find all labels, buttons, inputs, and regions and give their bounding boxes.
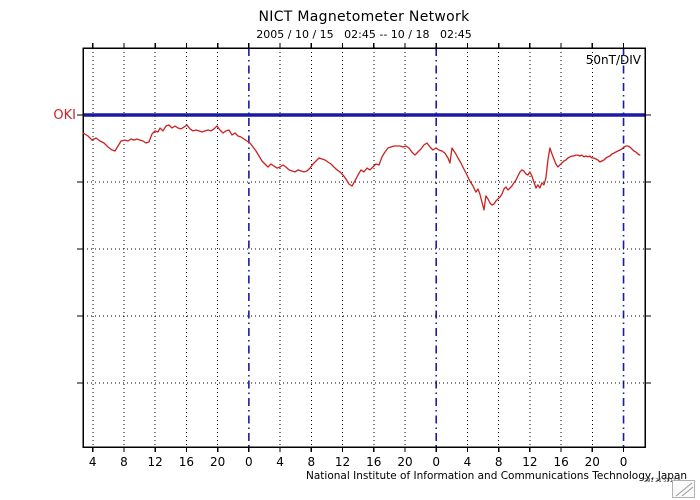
x-tick-label: 4 — [89, 455, 97, 469]
x-tick-label: 4 — [464, 455, 472, 469]
x-tick-label: 8 — [495, 455, 503, 469]
institute-credit: National Institute of Information and Co… — [306, 470, 688, 482]
x-tick-label: 0 — [245, 455, 253, 469]
x-tick-label: 8 — [307, 455, 315, 469]
x-tick-label: 4 — [276, 455, 284, 469]
x-tick-label: 20 — [585, 455, 600, 469]
x-tick-label: 0 — [620, 455, 628, 469]
y-scale-label: 50nT/DIV — [585, 53, 641, 67]
time-range-subtitle: 2005 / 10 / 15 02:45 -- 10 / 18 02:45 — [256, 28, 472, 41]
x-tick-label: 20 — [397, 455, 412, 469]
x-tick-label: 16 — [366, 455, 381, 469]
x-tick-label: 8 — [120, 455, 128, 469]
page-title: NICT Magnetometer Network — [258, 9, 470, 25]
plot-border — [82, 47, 646, 448]
x-tick-label: 20 — [210, 455, 225, 469]
station-label-oki: OKI — [53, 108, 76, 123]
x-tick-label: 0 — [432, 455, 440, 469]
x-tick-label: 16 — [179, 455, 194, 469]
x-tick-label: 16 — [553, 455, 568, 469]
data-trace-oki — [82, 124, 641, 211]
x-tick-label: 12 — [335, 455, 350, 469]
resize-grip-icon[interactable] — [672, 480, 695, 498]
x-tick-label: 12 — [148, 455, 163, 469]
x-tick-label: 12 — [522, 455, 537, 469]
